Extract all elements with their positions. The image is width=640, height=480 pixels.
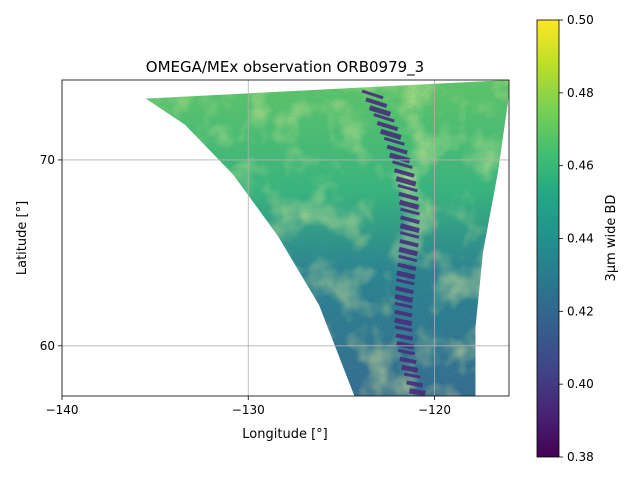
stripe-segment	[376, 121, 399, 132]
stripe-segment	[394, 294, 414, 303]
stripe-segment	[397, 348, 416, 356]
stripe-segment	[396, 278, 415, 286]
stripe-segment	[399, 356, 417, 365]
stripe-segment	[398, 191, 419, 201]
stripe-segment	[408, 388, 426, 396]
x-tick-label: −130	[232, 403, 265, 417]
stripe-segment	[392, 160, 413, 170]
y-tick-label: 60	[40, 339, 55, 353]
stripe-segment	[398, 246, 419, 257]
stripe-segment	[396, 341, 414, 350]
stripe-segment	[394, 317, 413, 327]
stripe-segment	[395, 176, 417, 187]
stripe-segment	[399, 223, 420, 233]
grid-lines	[62, 80, 509, 396]
colorbar	[536, 19, 560, 458]
plot-area	[62, 80, 509, 402]
colorbar-tick-label: 0.50	[567, 13, 594, 27]
footprint-texture	[145, 80, 509, 396]
stripe-segment	[396, 270, 416, 280]
stripe-segment	[393, 168, 415, 178]
stripe-segment	[394, 301, 413, 309]
stripe-segment	[395, 333, 414, 341]
stripe-segment	[401, 364, 419, 373]
colorbar-label: 3µm wide BD	[604, 195, 619, 282]
observation-footprint	[145, 80, 509, 402]
stripe-segment	[386, 144, 408, 155]
stripe-segment	[379, 128, 402, 140]
stripe-segment	[406, 380, 423, 388]
stripe-segment	[398, 254, 418, 263]
colorbar-tick-label: 0.40	[567, 377, 594, 391]
stripe-segment	[394, 309, 413, 318]
y-axis-label: Latitude [°]	[15, 201, 30, 275]
stripe-segment	[403, 372, 421, 379]
stripe-segment	[383, 136, 405, 146]
axes-frame	[61, 79, 510, 397]
y-tick-label: 70	[40, 153, 55, 167]
stripe-segment	[395, 286, 414, 295]
x-tick-label: −120	[418, 403, 451, 417]
stripe-segment	[368, 105, 392, 117]
stripe-segment	[412, 396, 428, 402]
dark-stripe-band	[361, 89, 428, 402]
colorbar-tick-label: 0.46	[567, 159, 594, 173]
x-axis-label: Longitude [°]	[242, 427, 327, 442]
stripe-segment	[373, 113, 395, 123]
colorbar-tick-label: 0.42	[567, 304, 594, 318]
x-tick-label: −140	[46, 403, 79, 417]
stripe-segment	[365, 97, 388, 108]
colorbar-tick-label: 0.44	[567, 232, 594, 246]
colorbar-tick-label: 0.48	[567, 86, 594, 100]
y-axis-ticks: 60 70	[40, 153, 62, 353]
stripe-segment	[399, 238, 419, 248]
stripe-segment	[398, 199, 420, 210]
chart-title: OMEGA/MEx observation ORB0979_3	[146, 58, 424, 77]
colorbar-ticks: 0.38 0.40 0.42 0.44 0.46 0.48 0.50	[559, 13, 594, 464]
colorbar-tick-label: 0.38	[567, 450, 594, 464]
stripe-segment	[397, 262, 417, 271]
stripe-segment	[361, 89, 384, 100]
stripe-segment	[400, 215, 420, 225]
x-axis-ticks: −140 −130 −120	[46, 396, 451, 417]
stripe-segment	[400, 207, 420, 216]
stripe-segment	[389, 152, 411, 164]
stripe-segment	[397, 184, 418, 193]
stripe-segment	[394, 325, 413, 332]
stripe-segment	[399, 231, 420, 239]
